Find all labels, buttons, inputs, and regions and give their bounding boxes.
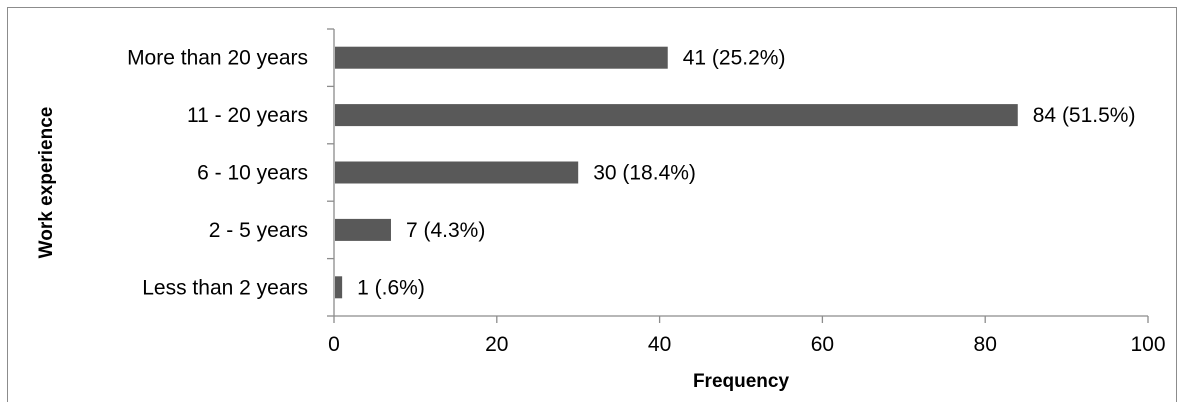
x-tick-label: 40 xyxy=(648,333,671,356)
labels: Less than 2 years 1 (.6%) 2 - 5 years 7 (4.… xyxy=(127,47,1165,356)
data-label: 1 (.6%) xyxy=(357,276,425,299)
x-tick-label: 0 xyxy=(328,333,340,356)
bar xyxy=(335,218,391,241)
axes xyxy=(327,28,1149,323)
category-label: 6 - 10 years xyxy=(197,162,308,185)
x-axis-title: Frequency xyxy=(693,371,790,392)
category-label: Less than 2 years xyxy=(142,276,308,299)
bar xyxy=(335,46,668,69)
data-label: 84 (51.5%) xyxy=(1033,104,1136,127)
bars xyxy=(335,46,1018,299)
bar xyxy=(335,104,1018,127)
category-label: More than 20 years xyxy=(127,47,308,70)
bar xyxy=(335,161,579,184)
bar xyxy=(335,276,343,299)
data-label: 7 (4.3%) xyxy=(406,219,485,242)
category-label: 2 - 5 years xyxy=(209,219,308,242)
data-label: 30 (18.4%) xyxy=(593,162,696,185)
data-label: 41 (25.2%) xyxy=(683,47,786,70)
y-axis-title: Work experience xyxy=(36,107,57,259)
x-tick-label: 80 xyxy=(974,333,997,356)
category-label: 11 - 20 years xyxy=(187,104,308,127)
x-tick-label: 100 xyxy=(1130,333,1165,356)
chart-frame xyxy=(7,7,1177,402)
x-tick-label: 60 xyxy=(811,333,834,356)
x-tick-label: 20 xyxy=(485,333,508,356)
